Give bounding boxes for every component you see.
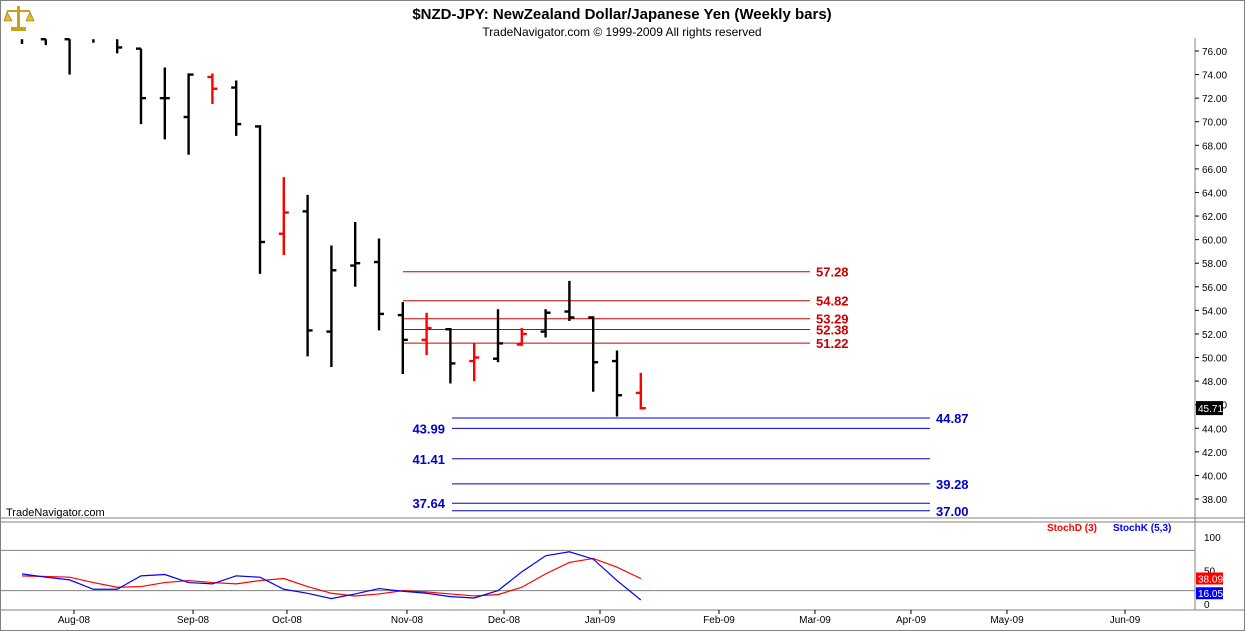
stoch-last-label: 38.09 xyxy=(1198,574,1223,585)
support-label: 44.87 xyxy=(936,411,969,426)
time-tick-label: Jun-09 xyxy=(1110,615,1141,626)
last-price-tag: 45.71 xyxy=(1196,401,1223,416)
ohlc-bar xyxy=(540,309,551,338)
ohlc-bar xyxy=(350,221,361,287)
ohlc-bar xyxy=(374,238,384,331)
ohlc-bar xyxy=(278,177,289,255)
stoch-last-label: 16.05 xyxy=(1198,589,1223,600)
price-tick-label: 64.00 xyxy=(1202,188,1227,199)
price-tick-label: 54.00 xyxy=(1202,306,1227,317)
stoch-tick-label: 0 xyxy=(1204,600,1210,611)
ohlc-bar xyxy=(136,47,146,125)
ohlc-bar xyxy=(64,38,71,75)
time-tick-label: Nov-08 xyxy=(391,615,424,626)
resistance-label: 53.29 xyxy=(816,312,849,327)
ohlc-bar xyxy=(255,125,265,274)
time-tick-label: Apr-09 xyxy=(896,615,926,626)
ohlc-bar xyxy=(612,350,622,417)
price-tick-label: 56.00 xyxy=(1202,283,1227,294)
stoch-last-box xyxy=(1196,572,1223,585)
ohlc-bar xyxy=(564,280,575,321)
ohlc-bar xyxy=(445,328,456,384)
resistance-label: 52.38 xyxy=(816,322,849,337)
resistance-label: 54.82 xyxy=(816,294,849,309)
support-label: 43.99 xyxy=(412,421,445,436)
last-price-label: 45.71 xyxy=(1198,404,1223,415)
price-tick-label: 68.00 xyxy=(1202,141,1227,152)
stoch-last-box xyxy=(1196,587,1223,600)
support-label: 37.64 xyxy=(412,496,445,511)
ohlc-bar xyxy=(469,343,480,382)
price-tick-label: 62.00 xyxy=(1202,212,1227,223)
ohlc-bar xyxy=(302,194,313,357)
ohlc-bar xyxy=(40,38,47,46)
price-tick-label: 38.00 xyxy=(1202,495,1227,506)
support-label: 41.41 xyxy=(412,452,445,467)
ohlc-bar xyxy=(159,67,170,140)
price-tick-label: 50.00 xyxy=(1202,354,1227,365)
resistance-label: 51.22 xyxy=(816,336,849,351)
ohlc-bars xyxy=(20,38,646,417)
price-tick-label: 66.00 xyxy=(1202,165,1227,176)
stochd-line xyxy=(21,557,642,597)
support-label: 37.00 xyxy=(936,504,969,519)
stochastic-panel: 100 50 0 38.09 16.05 StochD (3) StochK (5,3) xyxy=(0,523,1223,611)
price-tick-label: 58.00 xyxy=(1202,259,1227,270)
ohlc-bar xyxy=(421,312,432,356)
time-tick-label: Dec-08 xyxy=(488,615,521,626)
price-tick-label: 42.00 xyxy=(1202,448,1227,459)
stochd-legend: StochD (3) xyxy=(1047,523,1097,534)
ohlc-bar xyxy=(516,328,527,346)
time-tick-label: Feb-09 xyxy=(703,615,735,626)
ohlc-bar xyxy=(115,39,123,54)
ohlc-bar xyxy=(635,372,646,410)
ohlc-bar xyxy=(326,245,337,367)
chart-title: $NZD-JPY: NewZealand Dollar/Japanese Yen… xyxy=(412,6,831,23)
ohlc-bar xyxy=(231,80,242,136)
scales-icon xyxy=(3,6,35,31)
ohlc-bar xyxy=(397,302,408,375)
stoch-tick-label: 50 xyxy=(1204,567,1216,578)
price-tick-label: 60.00 xyxy=(1202,236,1227,247)
stochk-legend: StochK (5,3) xyxy=(1113,523,1171,534)
price-tick-label: 74.00 xyxy=(1202,71,1227,82)
copyright-text: TradeNavigator.com © 1999-2009 All right… xyxy=(482,25,761,39)
stoch-tick-label: 100 xyxy=(1204,533,1221,544)
price-tick-label: 40.00 xyxy=(1202,471,1227,482)
time-axis: Aug-08 Sep-08 Oct-08 Nov-08 Dec-08 Jan-09 Feb-… xyxy=(58,610,1141,626)
price-tick-label: 48.00 xyxy=(1202,377,1227,388)
ohlc-bar xyxy=(207,73,218,105)
time-tick-label: Aug-08 xyxy=(58,615,91,626)
price-tick-label: 72.00 xyxy=(1202,94,1227,105)
time-tick-label: Jan-09 xyxy=(585,615,616,626)
time-tick-label: May-09 xyxy=(990,615,1024,626)
ohlc-bar xyxy=(588,316,599,392)
support-label: 39.28 xyxy=(936,477,969,492)
price-tick-label: 70.00 xyxy=(1202,118,1227,129)
stochk-line xyxy=(21,551,642,601)
price-tick-label: 52.00 xyxy=(1202,330,1227,341)
price-tick-label: 44.00 xyxy=(1202,424,1227,435)
last-price-box xyxy=(1196,401,1223,416)
time-tick-label: Oct-08 xyxy=(272,615,302,626)
watermark-text: TradeNavigator.com xyxy=(6,507,105,519)
resistance-label: 57.28 xyxy=(816,265,849,280)
ohlc-bar xyxy=(183,73,194,155)
ohlc-bar xyxy=(493,309,503,363)
price-tick-label: 76.00 xyxy=(1202,47,1227,58)
time-tick-label: Mar-09 xyxy=(799,615,831,626)
time-tick-label: Sep-08 xyxy=(177,615,210,626)
